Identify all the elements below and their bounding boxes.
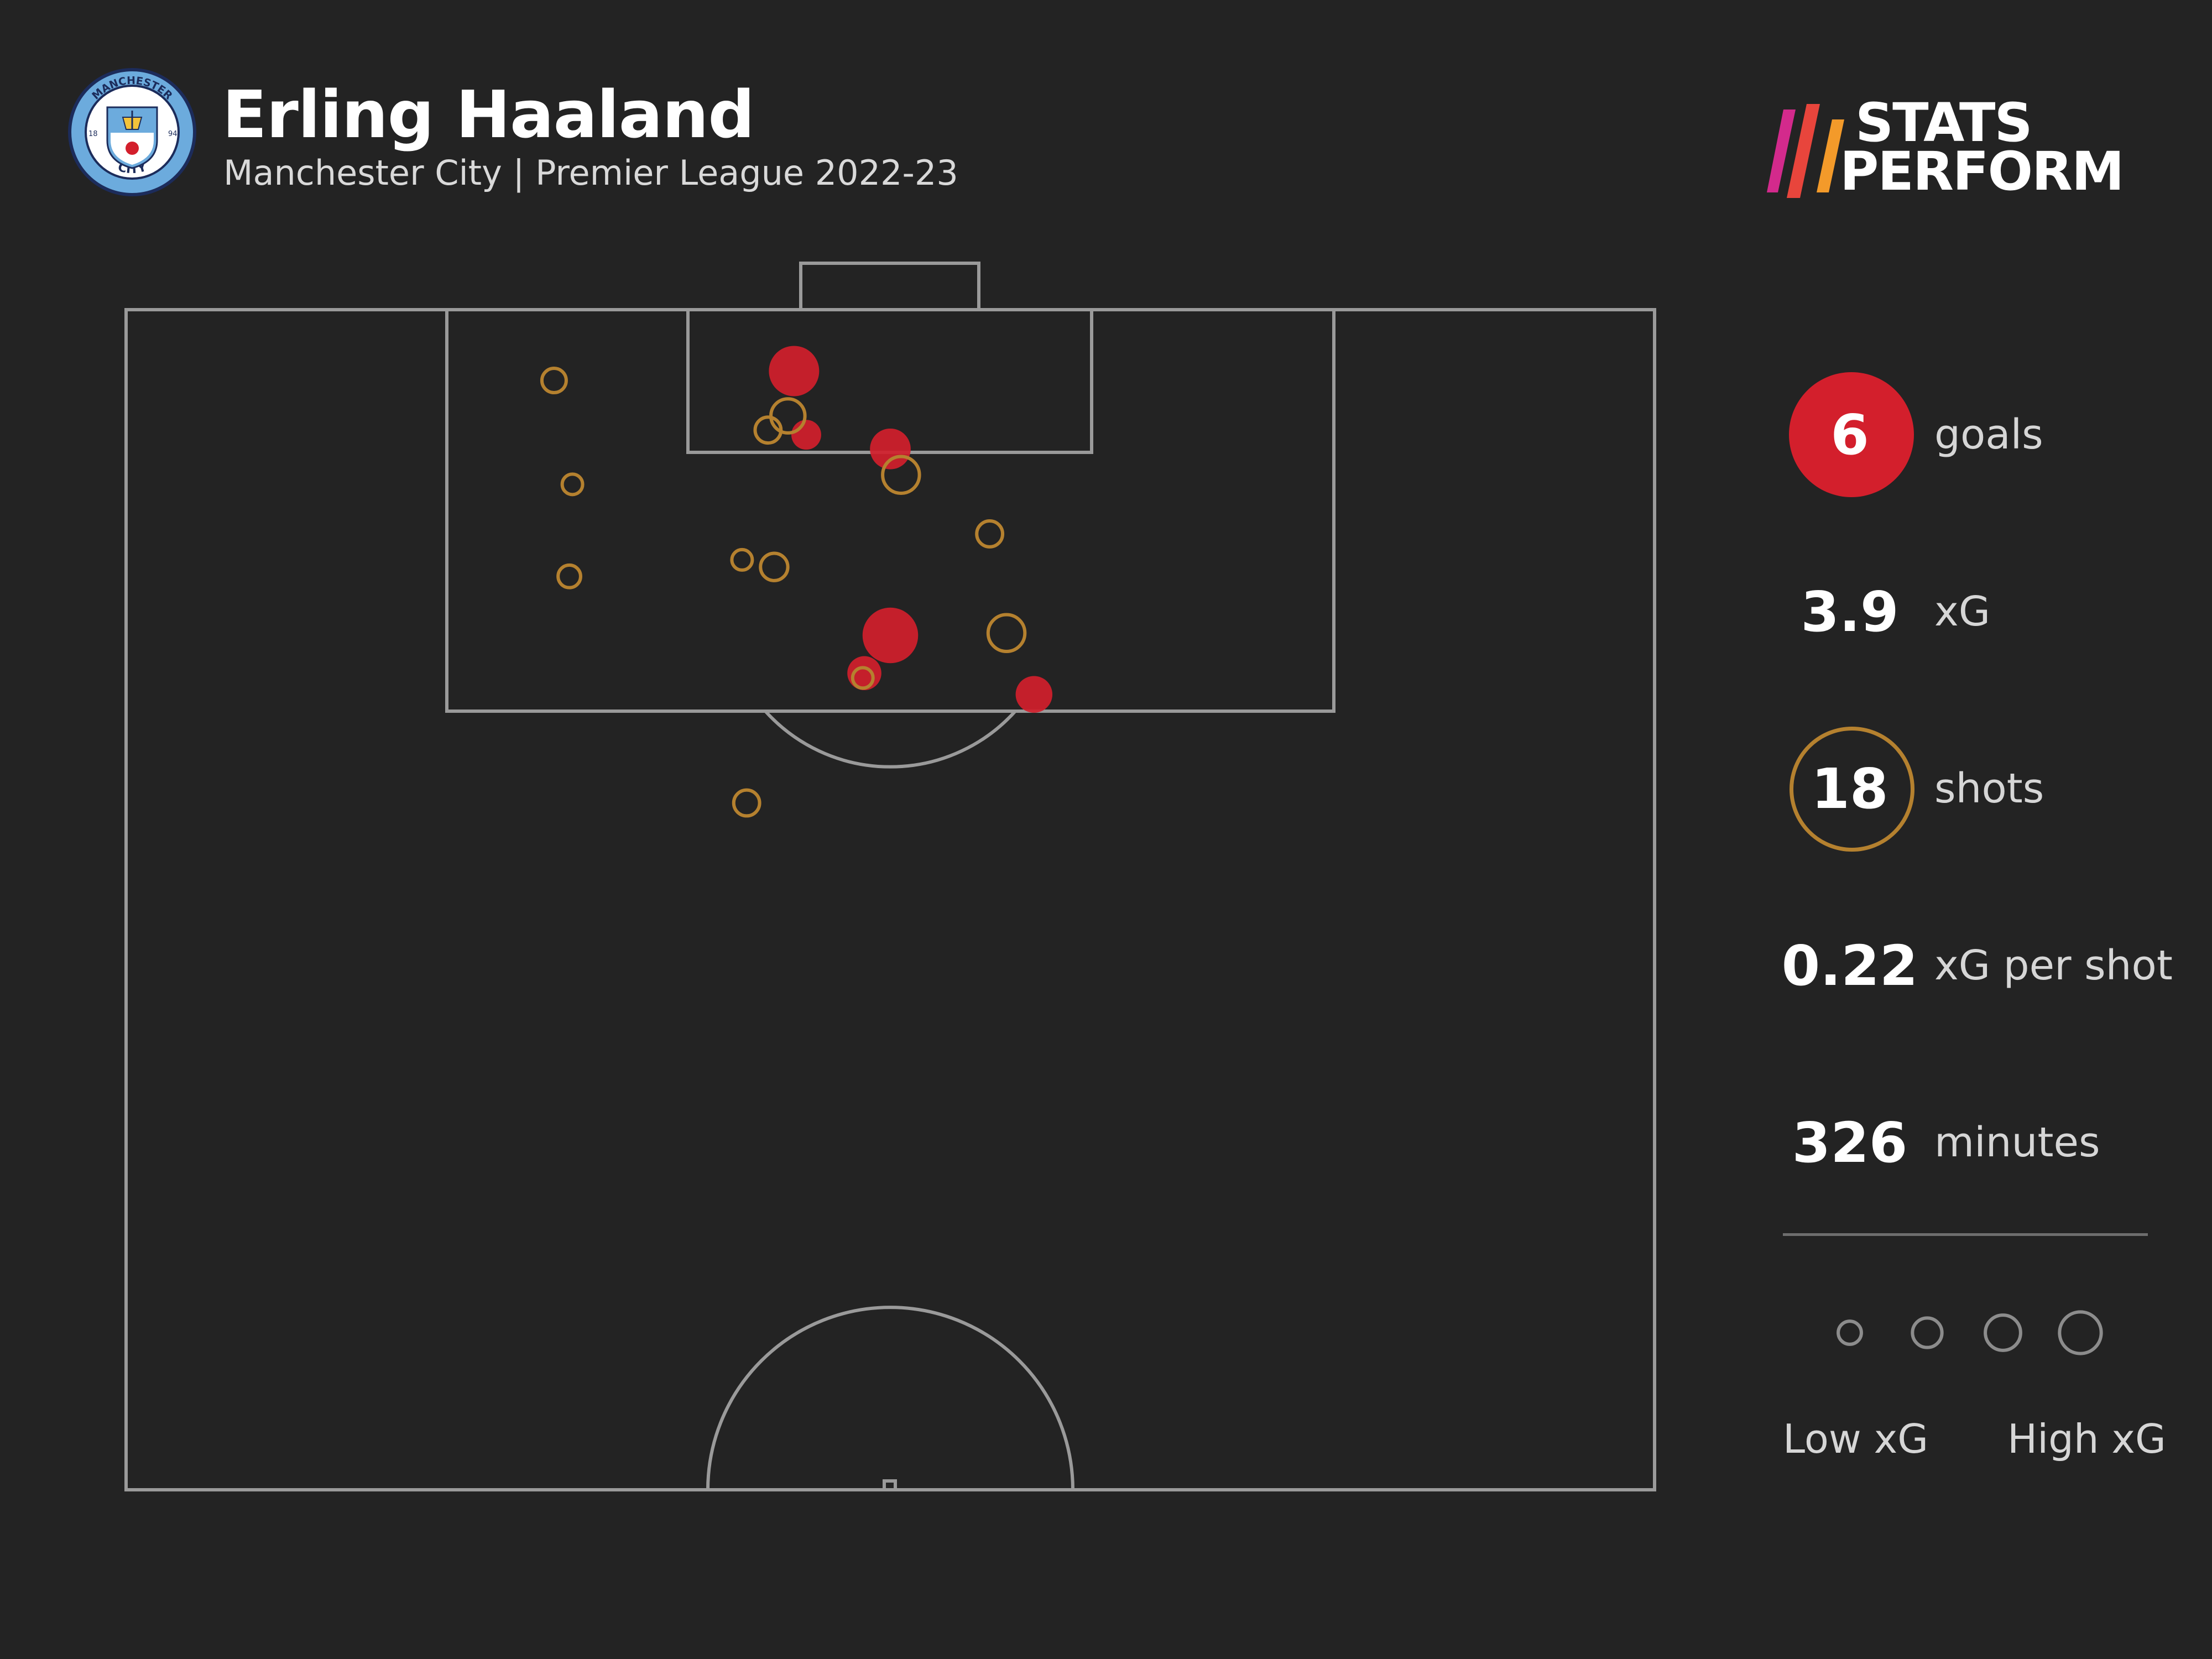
shot-marker bbox=[851, 666, 875, 690]
shot-marker bbox=[753, 415, 783, 445]
shot-marker bbox=[730, 547, 754, 572]
xg-size-legend bbox=[1837, 1310, 2103, 1355]
stat-xg-per-shot: 0.22 xG per shot bbox=[1781, 899, 2201, 1032]
stat-label: goals bbox=[1934, 411, 2043, 458]
legend-circle bbox=[2058, 1310, 2103, 1355]
goal-marker bbox=[1015, 676, 1053, 713]
brand-line-2: PERFORM bbox=[1840, 140, 2124, 202]
legend-circle bbox=[1911, 1316, 1944, 1349]
player-subtitle: Manchester City | Premier League 2022-23 bbox=[223, 153, 958, 193]
stat-value: 6 bbox=[1830, 402, 1869, 467]
stat-label: minutes bbox=[1934, 1119, 2100, 1166]
goal-marker bbox=[862, 607, 919, 664]
stat-value: 0.22 bbox=[1781, 933, 1918, 998]
player-name: Erling Haaland bbox=[222, 76, 755, 153]
centre-circle bbox=[706, 1306, 1074, 1490]
shot-marker bbox=[556, 563, 582, 589]
stat-minutes: 326 minutes bbox=[1781, 1076, 2201, 1209]
legend-circle bbox=[1984, 1313, 2022, 1352]
shots-badge-icon bbox=[1790, 727, 1914, 852]
goal bbox=[799, 262, 980, 311]
brand-line-1: STATS bbox=[1855, 92, 2033, 154]
penalty-arc bbox=[764, 709, 1017, 769]
stats-perform-logo: STATS PERFORM bbox=[1767, 92, 2126, 204]
shot-marker bbox=[759, 551, 790, 582]
goals-badge-icon bbox=[1789, 372, 1914, 497]
shot-marker bbox=[881, 455, 921, 495]
goal-marker bbox=[870, 428, 911, 469]
shot-marker bbox=[975, 519, 1005, 549]
shot-marker bbox=[769, 397, 807, 435]
club-crest: MANCHESTER CITY 18 94 bbox=[67, 67, 197, 197]
legend-circle bbox=[1837, 1319, 1863, 1346]
stats-perform-slash-icon bbox=[1767, 104, 1844, 198]
brand-wordmark: STATS PERFORM bbox=[1840, 92, 2124, 198]
stat-shots: 18 shots bbox=[1781, 722, 2201, 855]
shot-marker bbox=[540, 367, 568, 395]
stat-xg: 3.9 xG bbox=[1781, 545, 2201, 678]
shot-marker bbox=[560, 472, 585, 497]
stat-goals: 6 goals bbox=[1781, 368, 2201, 501]
pitch-outline bbox=[124, 308, 1656, 1491]
stat-label: shots bbox=[1934, 765, 2044, 812]
stat-value: 326 bbox=[1792, 1110, 1908, 1175]
stat-label: xG per shot bbox=[1934, 942, 2173, 989]
shot-marker bbox=[986, 613, 1027, 653]
stat-value: 3.9 bbox=[1801, 579, 1899, 644]
legend-low-label: Low xG bbox=[1783, 1416, 1929, 1462]
centre-spot bbox=[883, 1479, 897, 1491]
svg-text:18: 18 bbox=[88, 130, 98, 138]
goal-marker bbox=[769, 346, 820, 397]
stats-divider bbox=[1783, 1233, 2148, 1236]
svg-text:94: 94 bbox=[168, 130, 178, 138]
goal-marker bbox=[791, 420, 821, 450]
stat-label: xG bbox=[1934, 588, 1991, 635]
stat-value: 18 bbox=[1811, 756, 1888, 821]
legend-high-label: High xG bbox=[2007, 1416, 2166, 1462]
shot-marker bbox=[732, 788, 761, 818]
